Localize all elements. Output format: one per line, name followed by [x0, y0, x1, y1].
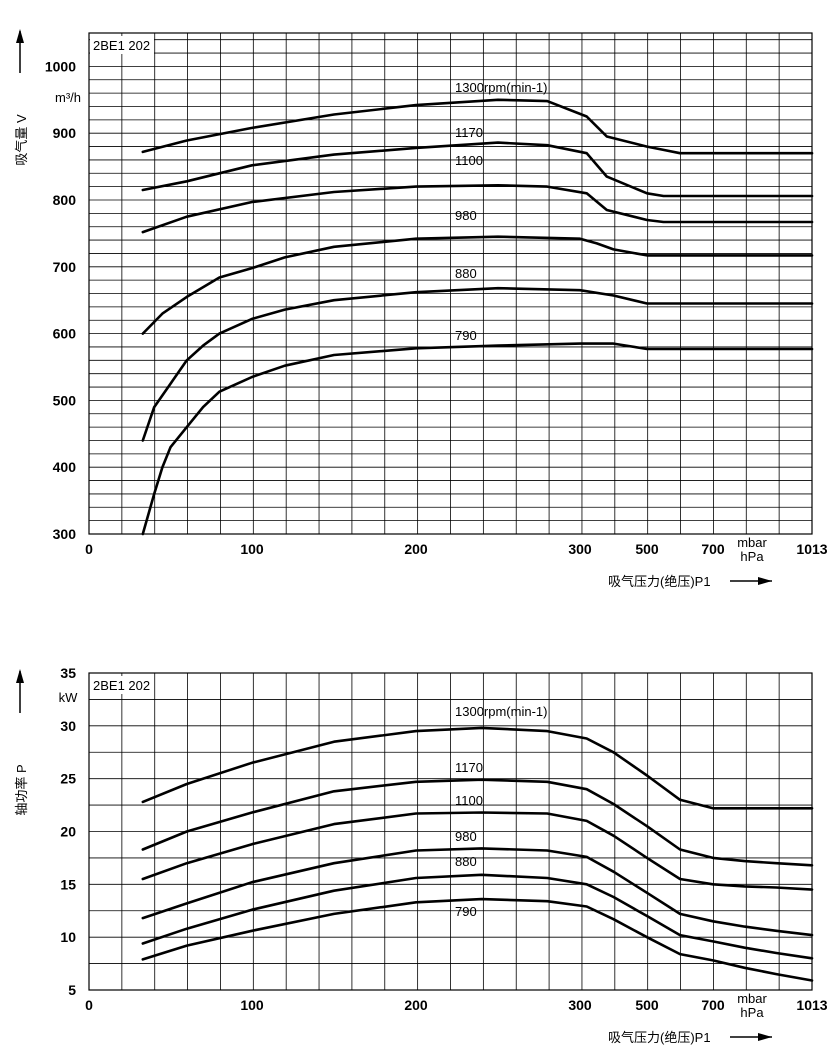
x-tick-label: 1013	[796, 541, 827, 557]
y-axis-arrow-head	[16, 29, 24, 43]
y-tick-label: 25	[60, 771, 76, 787]
series-label: 1170	[455, 125, 483, 140]
series-line-1170	[141, 141, 814, 198]
series-line-980	[141, 847, 814, 937]
x-axis-label: 吸气压力(绝压)P1	[608, 574, 711, 589]
y-tick-label: 700	[53, 259, 77, 275]
y-unit-label: kW	[59, 690, 79, 705]
y-axis-arrow-head	[16, 669, 24, 683]
series-label: 880	[455, 854, 477, 869]
y-tick-label: 35	[60, 665, 76, 681]
y-tick-label: 600	[53, 326, 77, 342]
y-tick-label: 1000	[45, 58, 76, 74]
series-label: 790	[455, 328, 477, 343]
series-label: 880	[455, 266, 477, 281]
x-tick-label: 300	[568, 997, 592, 1013]
series-line-1100	[141, 184, 814, 234]
y-unit-label: m³/h	[55, 90, 81, 105]
model-label: 2BE1 202	[93, 678, 150, 693]
y-tick-label: 30	[60, 718, 76, 734]
y-tick-label: 5	[68, 982, 76, 998]
x-tick-label: 500	[635, 541, 659, 557]
plot-frame	[88, 32, 813, 535]
y-tick-label: 500	[53, 392, 77, 408]
y-axis-label: 轴功率 P	[14, 764, 29, 815]
x-tick-label: 100	[240, 541, 264, 557]
y-tick-label: 300	[53, 526, 77, 542]
x-axis-arrow-head	[758, 577, 772, 585]
x-tick-label: 0	[85, 997, 93, 1013]
series-line-1170	[141, 778, 814, 867]
series-label: 1300rpm(min-1)	[455, 704, 547, 719]
series-line-880	[141, 873, 814, 960]
series-line-880	[141, 286, 814, 442]
x-tick-label: 700	[701, 997, 725, 1013]
model-label-background	[90, 676, 154, 694]
model-label: 2BE1 202	[93, 38, 150, 53]
x-unit-mbar: mbar	[737, 535, 767, 550]
model-label-background	[90, 36, 154, 54]
x-tick-label: 1013	[796, 997, 827, 1013]
y-tick-label: 15	[60, 876, 76, 892]
x-unit-hpa: hPa	[740, 1005, 764, 1020]
series-label: 980	[455, 829, 477, 844]
x-tick-label: 500	[635, 997, 659, 1013]
y-tick-label: 20	[60, 824, 76, 840]
x-tick-label: 0	[85, 541, 93, 557]
x-tick-label: 700	[701, 541, 725, 557]
series-line-1100	[141, 811, 814, 891]
y-tick-label: 900	[53, 125, 77, 141]
y-tick-label: 10	[60, 929, 76, 945]
shaft-power-chart: 2BE1 202 35 30 25 20 15 10 50 100 200 300 500 700 101…	[14, 665, 828, 1045]
series-label: 1170	[455, 760, 483, 775]
series-line-980	[141, 235, 814, 335]
x-tick-label: 200	[404, 541, 428, 557]
series-label: 790	[455, 904, 477, 919]
series-label: 980	[455, 208, 477, 223]
y-tick-label: 400	[53, 459, 77, 475]
plot-frame	[88, 672, 813, 991]
x-unit-hpa: hPa	[740, 549, 764, 564]
series-line-1300rpmmin1	[141, 98, 814, 155]
x-tick-label: 200	[404, 997, 428, 1013]
x-tick-label: 300	[568, 541, 592, 557]
x-tick-label: 100	[240, 997, 264, 1013]
grid-lines	[88, 33, 813, 535]
series-line-1300rpmmin1	[141, 726, 814, 810]
series-label: 1100	[455, 793, 483, 808]
suction-volume-chart: 2BE1 202 1000 900 800 700 600 500 400 300 0 100 200…	[14, 29, 828, 589]
series-line-790	[141, 897, 814, 982]
x-unit-mbar: mbar	[737, 991, 767, 1006]
y-tick-label: 800	[53, 192, 77, 208]
series-label: 1300rpm(min-1)	[455, 80, 547, 95]
series-label: 1100	[455, 153, 483, 168]
y-axis-label: 吸气量 V	[14, 114, 29, 166]
series-line-790	[141, 342, 814, 536]
x-axis-label: 吸气压力(绝压)P1	[608, 1030, 711, 1045]
x-axis-arrow-head	[758, 1033, 772, 1041]
